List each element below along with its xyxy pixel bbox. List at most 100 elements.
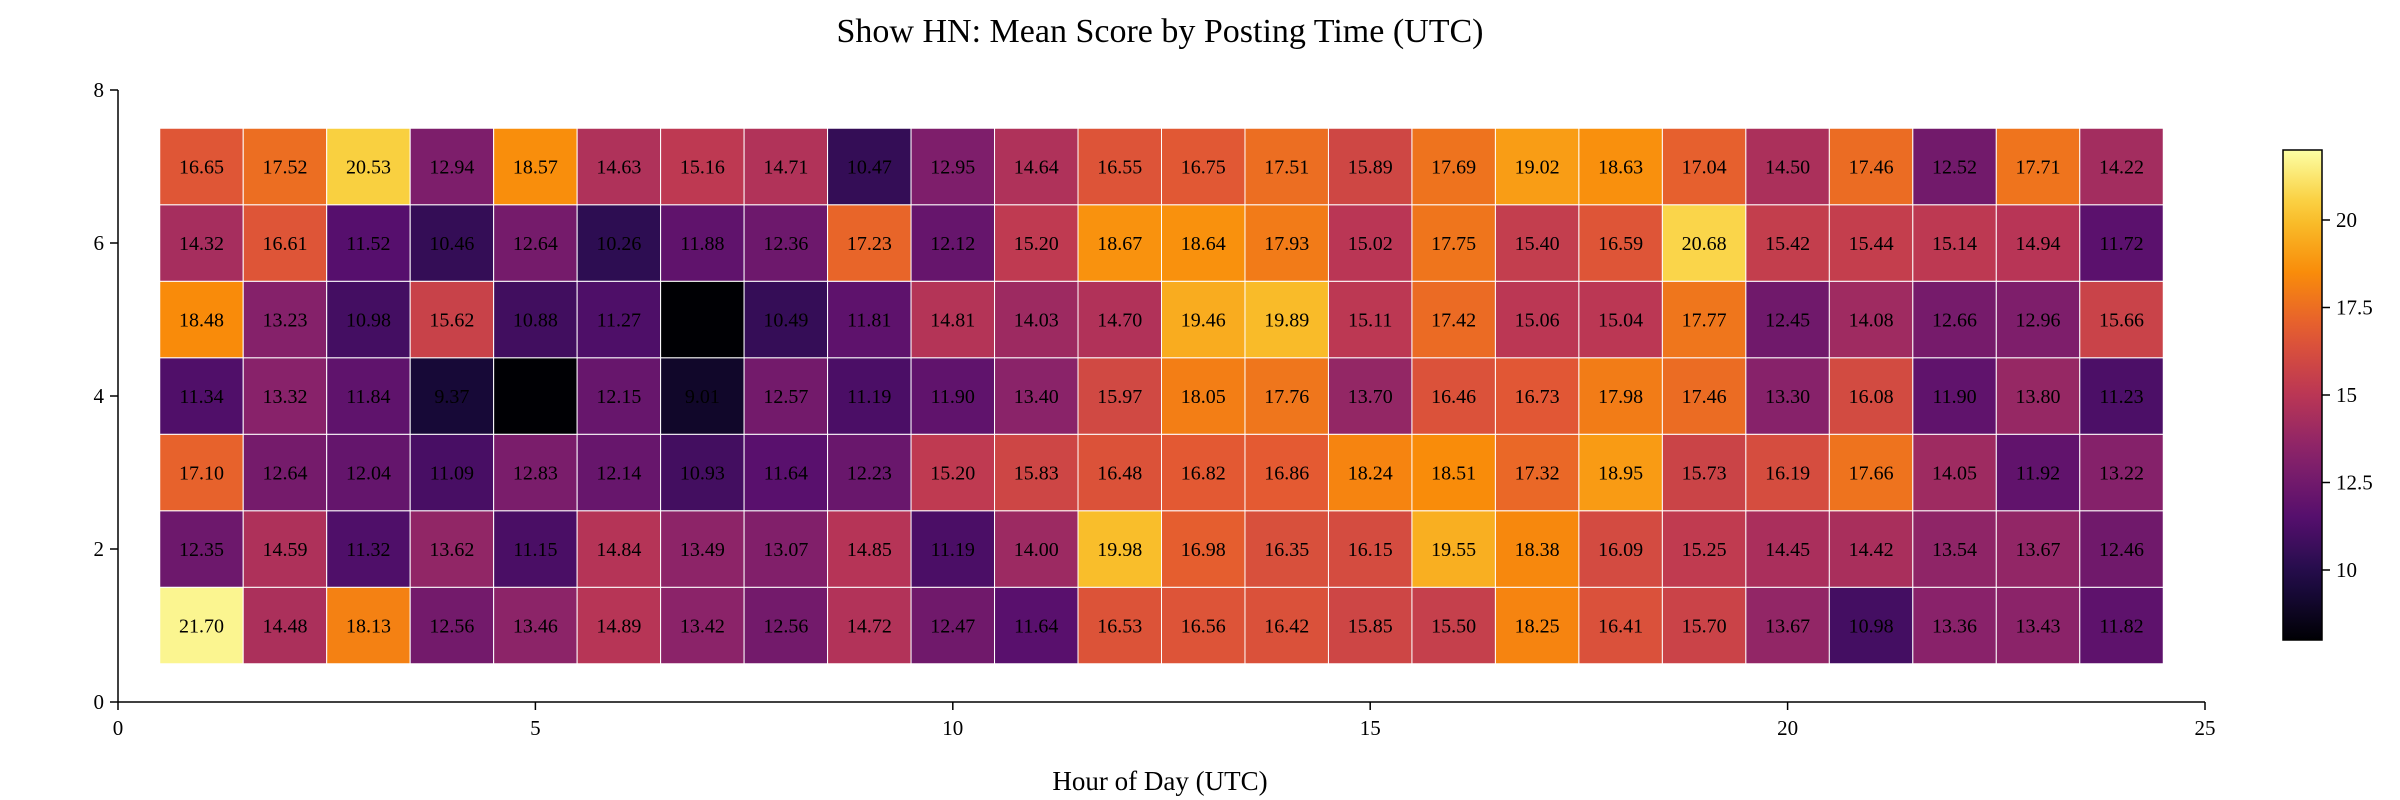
heatmap-cell	[910, 204, 996, 282]
cell-value-label: 13.70	[1348, 386, 1393, 408]
heatmap-cell	[576, 433, 662, 512]
cell-value-label: 12.47	[930, 616, 975, 638]
heatmap-cell	[326, 357, 411, 435]
cell-value-label: 12.64	[262, 463, 307, 485]
heatmap-cell	[1077, 357, 1163, 435]
cell-value-label: 12.56	[429, 616, 474, 638]
cell-value-label: 13.43	[2016, 616, 2061, 638]
cell-value-label: 11.64	[1014, 616, 1058, 638]
heatmap-cell	[1244, 510, 1329, 588]
heatmap-cell	[326, 127, 411, 206]
heatmap-cell	[910, 586, 996, 665]
heatmap-cell	[1244, 127, 1329, 206]
heatmap-cell	[743, 280, 829, 359]
heatmap-cell	[743, 357, 829, 435]
heatmap-cell	[159, 586, 244, 665]
heatmap-cell	[1161, 586, 1246, 665]
colorbar-tick-label: 12.5	[2336, 471, 2373, 495]
heatmap-cell	[1494, 357, 1580, 435]
cell-value-label: 14.71	[763, 157, 808, 179]
cell-value-label: 10.98	[1849, 616, 1894, 638]
cell-value-label: 16.86	[1264, 463, 1309, 485]
colorbar: 10 12.5 15 17.5 20	[2282, 149, 2373, 641]
colorbar-tick-label: 15	[2336, 383, 2357, 407]
heatmap-cell	[1578, 357, 1663, 435]
heatmap-cell	[242, 204, 328, 282]
cell-value-label: 17.23	[847, 233, 892, 255]
heatmap-cell	[1745, 433, 1830, 512]
heatmap-cell	[1578, 586, 1663, 665]
colorbar-tick-label: 10	[2336, 558, 2357, 582]
cell-value-label: 13.07	[763, 539, 808, 561]
heatmap-cell	[326, 280, 411, 359]
heatmap-cell	[242, 586, 328, 665]
heatmap-cell	[827, 127, 912, 206]
cell-value-label: 10.88	[513, 310, 558, 332]
heatmap-cell	[1161, 280, 1246, 359]
cell-value-label: 15.42	[1765, 233, 1810, 255]
heatmap-cell	[1327, 357, 1413, 435]
cell-value-label: 16.55	[1097, 157, 1142, 179]
heatmap-cell	[660, 586, 745, 665]
cell-value-label: 14.59	[262, 539, 307, 561]
heatmap-cell	[1077, 510, 1163, 588]
y-axis-ticks: 0 2 4 6 8	[94, 78, 118, 714]
cell-value-label: 11.82	[2099, 616, 2143, 638]
cell-value-label: 17.46	[1849, 157, 1894, 179]
cell-value-label: 13.40	[1014, 386, 1059, 408]
cell-value-label: 15.02	[1348, 233, 1393, 255]
heatmap-cell	[1661, 127, 1747, 206]
heatmap-cell	[1912, 510, 1997, 588]
heatmap-cell	[1411, 586, 1496, 665]
cell-value-label: 14.94	[2016, 233, 2061, 255]
cell-value-label: 14.63	[596, 157, 641, 179]
heatmap-cell	[1244, 204, 1329, 282]
x-axis-ticks: 0 5 10 15 20 25	[113, 702, 2216, 740]
heatmap-cell	[1995, 433, 2081, 512]
heatmap-cell	[1161, 127, 1246, 206]
heatmap-cell	[1912, 127, 1997, 206]
cell-value-label: 14.32	[179, 233, 224, 255]
cell-value-label: 11.92	[2016, 463, 2060, 485]
cell-value-label: 12.57	[763, 386, 808, 408]
cell-value-label: 12.46	[2099, 539, 2144, 561]
cell-value-label: 13.67	[1765, 616, 1810, 638]
cell-value-label: 11.23	[2099, 386, 2143, 408]
cell-value-label: 10.98	[346, 310, 391, 332]
heatmap-cell	[1578, 510, 1663, 588]
cell-value-label: 15.11	[1348, 310, 1392, 332]
cell-value-label: 12.12	[930, 233, 975, 255]
cell-value-label: 14.42	[1849, 539, 1894, 561]
cell-value-label: 16.53	[1097, 616, 1142, 638]
cell-value-label: 17.51	[1264, 157, 1309, 179]
heatmap-cell	[493, 127, 578, 206]
heatmap-cell	[910, 510, 996, 588]
cell-value-label: 16.15	[1348, 539, 1393, 561]
cell-value-label: 13.23	[262, 310, 307, 332]
heatmap-cell	[1995, 280, 2081, 359]
heatmap-cell	[994, 433, 1079, 512]
heatmap-cell	[159, 433, 244, 512]
cell-value-label: 14.81	[930, 310, 975, 332]
heatmap-cell	[827, 204, 912, 282]
cell-value-label: 18.63	[1598, 157, 1643, 179]
heatmap-cell	[1244, 280, 1329, 359]
heatmap-cell	[1828, 280, 1914, 359]
cell-value-label: 18.05	[1181, 386, 1226, 408]
cell-value-label: 12.94	[429, 157, 474, 179]
cell-value-label: 16.35	[1264, 539, 1309, 561]
heatmap-cell	[1077, 127, 1163, 206]
heatmap-cell	[994, 127, 1079, 206]
y-tick-label: 4	[94, 384, 105, 408]
heatmap-cell	[1411, 510, 1496, 588]
cell-value-label: 11.19	[931, 539, 975, 561]
cell-value-label: 13.46	[513, 616, 558, 638]
heatmap-cell	[242, 357, 328, 435]
cell-value-label: 16.19	[1765, 463, 1810, 485]
cell-value-label: 18.24	[1348, 463, 1393, 485]
cell-value-label: 16.08	[1849, 386, 1894, 408]
cell-value-label: 10.26	[596, 233, 641, 255]
cell-value-label: 13.67	[2016, 539, 2061, 561]
heatmap-cell	[409, 280, 495, 359]
cell-value-label: 15.40	[1515, 233, 1560, 255]
